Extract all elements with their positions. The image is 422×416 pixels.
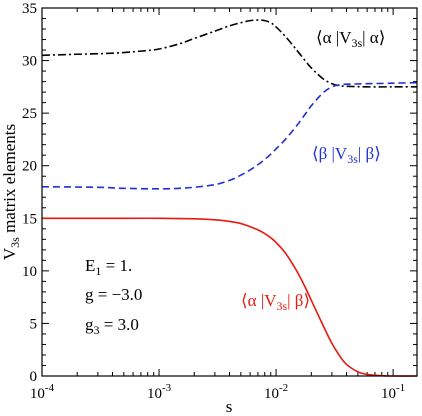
annotation-g3-sub: 3: [94, 323, 100, 337]
y-tick-label: 25: [22, 106, 37, 122]
y-axis-title-rest: matrix elements: [0, 124, 19, 237]
y-tick-label: 5: [30, 316, 38, 332]
x-tick-label: 10-4: [30, 382, 55, 402]
series-line-beta-beta: [41, 81, 418, 190]
series-line-alpha-alpha: [41, 19, 417, 88]
y-axis-title-sub: 3s: [8, 237, 22, 248]
x-tick-base: 10: [147, 386, 162, 402]
y-tick-label: 10: [22, 264, 37, 280]
x-tick-exponent: -3: [162, 382, 172, 394]
annotation-e1-rest: = 1.: [101, 256, 132, 275]
x-tick-label: 10-1: [381, 382, 405, 402]
x-tick-base: 10: [264, 386, 279, 402]
annotation-g3-rest: = 3.0: [100, 315, 139, 334]
legend-beta-beta: ⟨β |V3s| β⟩: [312, 144, 381, 166]
y-axis-title-main: V: [0, 247, 19, 260]
x-tick-base: 10: [381, 386, 396, 402]
annotation-e1: E1 = 1.: [85, 256, 132, 278]
y-tick-label: 15: [22, 211, 37, 227]
legend-alpha-alpha-post: | α⟩: [362, 28, 385, 47]
annotation-g-main: g = −3.0: [85, 285, 142, 304]
x-tick-exponent: -1: [396, 382, 405, 394]
axis-ticks: [41, 7, 417, 377]
legend-alpha-beta-pre: ⟨α |V: [241, 291, 277, 310]
y-tick-label: 30: [22, 54, 37, 70]
legend-alpha-beta: ⟨α |V3s| β⟩: [241, 291, 310, 313]
legend-beta-beta-post: | β⟩: [358, 144, 381, 163]
legend-beta-beta-sub: 3s: [347, 152, 358, 166]
series-lines: [41, 19, 418, 377]
plot-frame: [41, 7, 418, 377]
legend-alpha-beta-post: | β⟩: [287, 291, 310, 310]
legend-alpha-beta-sub: 3s: [276, 299, 287, 313]
legend-alpha-alpha-pre: ⟨α |V: [316, 28, 352, 47]
x-tick-labels: 10-4 10-3 10-2 10-1: [30, 382, 405, 402]
annotation-g3: g3 = 3.0: [85, 315, 139, 337]
legend-alpha-alpha: ⟨α |V3s| α⟩: [316, 28, 385, 50]
y-tick-labels: 0 5 10 15 20 25 30 35: [22, 1, 37, 385]
x-tick-exponent: -4: [45, 382, 55, 394]
y-tick-label: 0: [30, 369, 38, 385]
x-tick-base: 10: [30, 386, 45, 402]
y-tick-label: 35: [22, 1, 37, 17]
x-axis-title: s: [226, 397, 233, 416]
y-tick-label: 20: [22, 159, 37, 175]
legend-alpha-alpha-sub: 3s: [351, 36, 362, 50]
annotation-g: g = −3.0: [85, 285, 142, 304]
x-tick-label: 10-3: [147, 382, 172, 402]
legend-beta-beta-pre: ⟨β |V: [312, 144, 348, 163]
series-line-alpha-beta: [41, 217, 418, 377]
x-tick-label: 10-2: [264, 382, 288, 402]
annotation-e1-main: E: [85, 256, 95, 275]
x-tick-exponent: -2: [279, 382, 288, 394]
annotation-g3-main: g: [85, 315, 94, 334]
annotation-e1-sub: 1: [95, 264, 101, 278]
y-axis-title: V3s matrix elements: [0, 124, 22, 260]
